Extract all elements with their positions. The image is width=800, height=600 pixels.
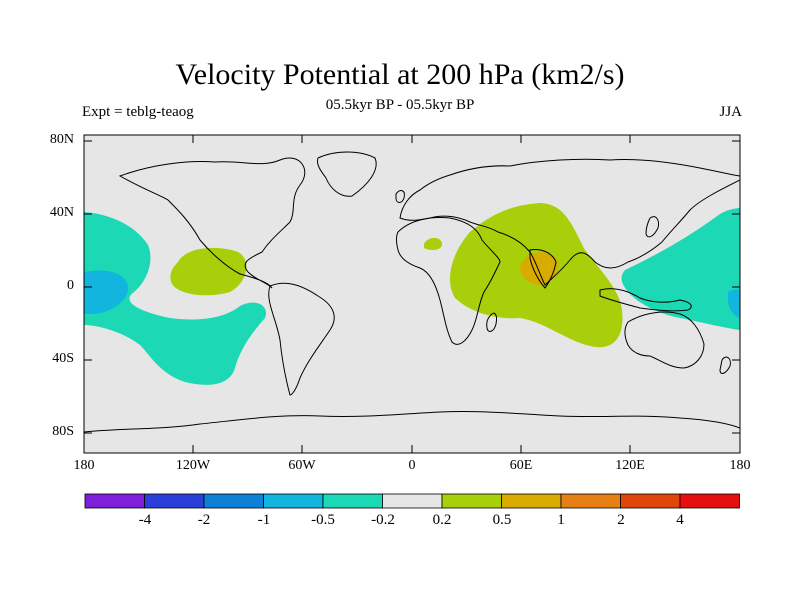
colorbar-swatch bbox=[382, 493, 443, 509]
coast-north-america bbox=[118, 157, 306, 289]
coast-british-isles bbox=[395, 190, 405, 203]
experiment-label: Expt = teblg-teaog bbox=[82, 104, 194, 120]
coast-africa bbox=[396, 217, 501, 345]
contour-pos-epacific bbox=[170, 247, 247, 296]
lon-label-180e: 180 bbox=[729, 458, 751, 473]
colorbar-label: 0.5 bbox=[492, 512, 512, 528]
lat-label-80s: 80S bbox=[52, 424, 74, 439]
lon-label-120w: 120W bbox=[175, 458, 211, 473]
coast-japan bbox=[645, 216, 659, 238]
colorbar-swatch bbox=[441, 493, 502, 509]
lat-label-40n: 40N bbox=[49, 205, 74, 220]
lat-label-80n: 80N bbox=[49, 132, 74, 147]
chart-subtitle: 05.5kyr BP - 05.5kyr BP bbox=[325, 97, 475, 113]
contour-neg-pacific bbox=[84, 212, 266, 385]
coast-eurasia bbox=[399, 158, 740, 286]
lon-label-60w: 60W bbox=[288, 458, 316, 473]
contour-pos-africa bbox=[424, 237, 443, 251]
lon-label-0: 0 bbox=[408, 458, 416, 473]
lat-label-40s: 40S bbox=[52, 351, 74, 366]
lon-label-180w: 180 bbox=[73, 458, 95, 473]
coast-india bbox=[529, 249, 557, 289]
contour-neg-wpacific bbox=[621, 208, 740, 330]
coast-south-america bbox=[268, 282, 335, 396]
contour-neg-pacific-core bbox=[84, 270, 129, 314]
colorbar-label: 2 bbox=[617, 512, 625, 528]
coast-antarctica bbox=[84, 410, 740, 433]
colorbar-label: 0.2 bbox=[432, 512, 452, 528]
season-label: JJA bbox=[719, 104, 742, 120]
colorbar-swatch bbox=[203, 493, 264, 509]
colorbar-label: 1 bbox=[557, 512, 565, 528]
colorbar-label: 4 bbox=[676, 512, 684, 528]
coastlines bbox=[84, 151, 740, 433]
lon-label-120e: 120E bbox=[615, 458, 645, 473]
colorbar-label: -1 bbox=[257, 512, 271, 528]
colorbar-swatch bbox=[560, 493, 621, 509]
colorbar-swatch bbox=[84, 493, 145, 509]
colorbar-swatch bbox=[263, 493, 324, 509]
contour-neg-wpacific-core bbox=[728, 289, 740, 318]
lon-ticks bbox=[83, 135, 741, 453]
colorbar-label: -0.2 bbox=[371, 512, 395, 528]
lon-label-60e: 60E bbox=[509, 458, 533, 473]
colorbar-swatch bbox=[679, 493, 740, 509]
coast-greenland bbox=[317, 151, 377, 197]
colorbar-swatch bbox=[322, 493, 383, 509]
contour-pos-core bbox=[520, 252, 559, 285]
coast-australia bbox=[624, 311, 705, 369]
lat-ticks bbox=[84, 140, 740, 434]
contour-fills bbox=[84, 203, 740, 385]
colorbar-swatch bbox=[620, 493, 681, 509]
colorbar-label: -0.5 bbox=[311, 512, 335, 528]
chart-title: Velocity Potential at 200 hPa (km2/s) bbox=[175, 58, 625, 91]
colorbar-swatch bbox=[501, 493, 562, 509]
colorbar-swatch bbox=[144, 493, 205, 509]
coast-madagascar bbox=[486, 312, 497, 332]
colorbar-label: -2 bbox=[197, 512, 211, 528]
coast-indonesia bbox=[599, 288, 692, 312]
colorbar-label: -4 bbox=[138, 512, 152, 528]
colorbar bbox=[84, 493, 740, 509]
lat-label-0: 0 bbox=[67, 278, 74, 293]
coast-new-zealand bbox=[719, 356, 731, 374]
